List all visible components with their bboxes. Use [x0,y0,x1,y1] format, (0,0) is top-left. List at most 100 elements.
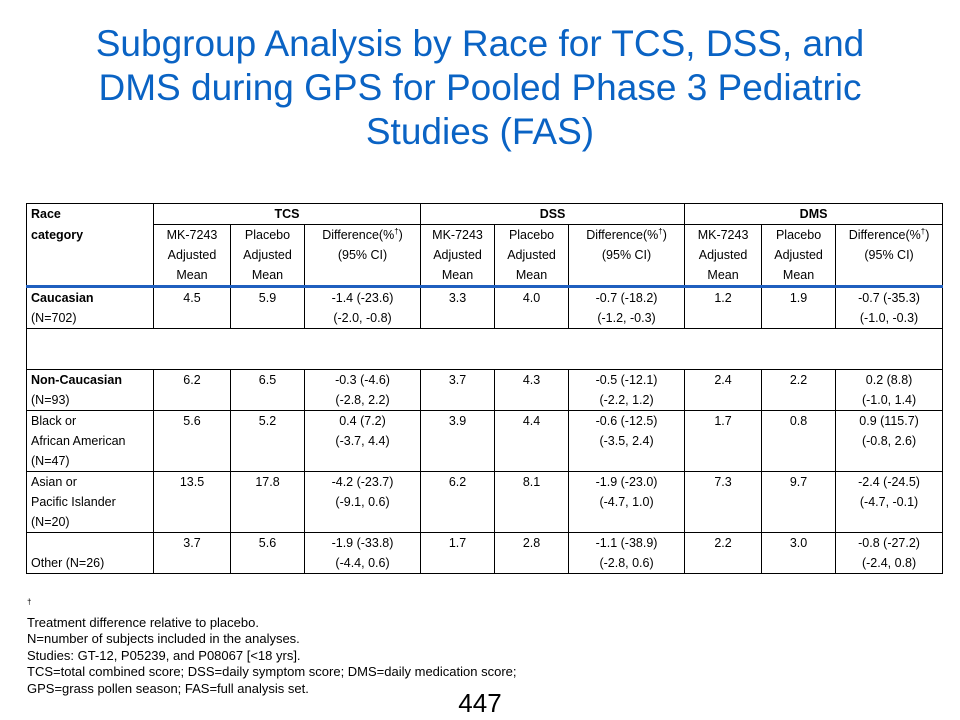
col-label: Adjusted [167,248,217,262]
ci-value: (-4.4, 0.6) [335,556,390,570]
diff-label: Difference(% [586,228,659,242]
tcs-difference: -0.3 (-4.6) (-2.8, 2.2) [303,369,422,411]
dss-mk-value: 3.9 [420,410,496,472]
title-line-1: Subgroup Analysis by Race for TCS, DSS, … [95,23,865,64]
footnote-line-5: GPS=grass pollen season; FAS=full analys… [27,680,309,696]
page-number: 447 [458,688,502,718]
tcs-mk-value: 6.2 [153,369,231,411]
dss-mk-value: 3.7 [420,369,496,411]
dss-mk-value: 6.2 [420,471,496,533]
col-difference-dms: Difference(%†) (95% CI) [835,224,944,288]
col-label: Adjusted [507,248,556,262]
col-label: Adjusted [433,248,482,262]
row-label: Asian or Pacific Islander (N=20) [26,471,154,533]
col-label: MK-7243 [432,228,483,242]
dagger-mark: † [27,597,32,607]
row-label: Caucasian (N=702) [26,286,154,329]
dms-placebo-value: 3.0 [761,532,837,574]
dss-difference: -0.5 (-12.1) (-2.2, 1.2) [568,369,686,411]
ci-value: (-2.8, 2.2) [335,393,390,407]
dss-difference: -0.7 (-18.2) (-1.2, -0.3) [568,286,686,329]
difference-value: -1.9 (-33.8) [331,536,394,550]
dms-placebo-value: 1.9 [761,286,837,329]
difference-value: -0.3 (-4.6) [335,373,390,387]
row-label-line: (N=702) [31,311,77,325]
table-row-noncaucasian: Non-Caucasian (N=93) 6.2 6.5 -0.3 (-4.6)… [26,369,944,411]
ci-value: (-4.7, -0.1) [859,495,919,509]
col-label: Mean [251,268,284,282]
col-label: Adjusted [243,248,292,262]
difference-value: -1.9 (-23.0) [595,475,658,489]
header-row-columns: category MK-7243 Adjusted Mean Placebo A… [26,224,944,288]
dss-placebo-value: 4.4 [494,410,570,472]
dms-mk-value: 2.2 [684,532,763,574]
col-label: Mean [176,268,208,282]
dms-placebo-value: 2.2 [761,369,837,411]
diff-label-close: ) [398,228,403,242]
dss-difference: -1.9 (-23.0) (-4.7, 1.0) [568,471,686,533]
table-row-caucasian: Caucasian (N=702) 4.5 5.9 -1.4 (-23.6) (-… [26,286,944,329]
difference-value: 0.9 (115.7) [859,414,919,428]
col-label: Placebo [775,228,822,242]
tcs-difference: -1.9 (-33.8) (-4.4, 0.6) [303,532,422,574]
dss-placebo-value: 4.0 [494,286,570,329]
col-placebo-dss: Placebo Adjusted Mean [494,224,570,288]
row-label-line: African American [31,434,126,448]
ci-value: (-1.2, -0.3) [597,311,656,325]
spacer-cell [25,328,944,370]
title-line-3: Studies (FAS) [365,111,595,152]
dms-mk-value: 2.4 [684,369,763,411]
dms-difference: -2.4 (-24.5) (-4.7, -0.1) [835,471,944,533]
tcs-placebo-value: 5.6 [230,532,305,574]
col-label: Placebo [508,228,555,242]
table-row-black: Black or African American (N=47) 5.6 5.2… [26,410,944,472]
tcs-difference: -1.4 (-23.6) (-2.0, -0.8) [303,286,422,329]
dss-difference: -1.1 (-38.9) (-2.8, 0.6) [568,532,686,574]
row-label-line: Asian or [31,475,77,489]
dagger-mark: † [658,226,663,236]
tcs-mk-value: 3.7 [153,532,231,574]
row-label-line: Black or [31,414,77,428]
row-label: Non-Caucasian (N=93) [26,369,154,411]
col-label: Difference(%†) [308,226,417,246]
dss-mk-value: 1.7 [420,532,496,574]
row-label: Black or African American (N=47) [26,410,154,472]
row-label-line: (N=93) [31,393,70,407]
ci-value: (-4.7, 1.0) [599,495,654,509]
col-label: Adjusted [774,248,823,262]
table-row-other: Other (N=26) 3.7 5.6 -1.9 (-33.8) (-4.4, … [26,532,944,574]
difference-value: -1.4 (-23.6) [331,291,394,305]
difference-value: -0.5 (-12.1) [595,373,658,387]
row-label-line: Caucasian [31,291,94,305]
row-label-line: Non-Caucasian [31,373,122,387]
diff-label: Difference(% [322,228,395,242]
difference-value: 0.2 (8.8) [865,373,913,387]
table-spacer-row [25,328,944,370]
col-label: Mean [782,268,815,282]
diff-label-close: ) [662,228,667,242]
dms-mk-value: 1.2 [684,286,763,329]
group-header-tcs: TCS [152,203,422,225]
dss-placebo-value: 2.8 [494,532,570,574]
footnote-line-2: N=number of subjects included in the ana… [27,631,300,646]
dms-placebo-value: 0.8 [761,410,837,472]
subgroup-table: Race TCS DSS DMS category MK-7243 Adjust… [25,203,944,574]
difference-value: -0.7 (-18.2) [595,291,658,305]
tcs-difference: 0.4 (7.2) (-3.7, 4.4) [303,410,422,472]
row-label-line: Pacific Islander [31,495,116,509]
col-label: (95% CI) [864,248,914,262]
col-placebo-dms: Placebo Adjusted Mean [761,224,837,288]
col-label: Mean [707,268,739,282]
col-mk-dss: MK-7243 Adjusted Mean [420,224,496,288]
race-header-cell: Race [26,203,154,225]
col-label: Mean [441,268,474,282]
ci-value: (-3.7, 4.4) [335,434,390,448]
col-difference-dss: Difference(%†) (95% CI) [568,224,686,288]
diff-label: Difference(% [848,228,921,242]
dms-difference: -0.7 (-35.3) (-1.0, -0.3) [835,286,944,329]
difference-value: -1.1 (-38.9) [595,536,658,550]
col-mk-dms: MK-7243 Adjusted Mean [684,224,763,288]
tcs-mk-value: 4.5 [153,286,231,329]
dms-mk-value: 7.3 [684,471,763,533]
dms-difference: 0.2 (8.8) (-1.0, 1.4) [835,369,944,411]
